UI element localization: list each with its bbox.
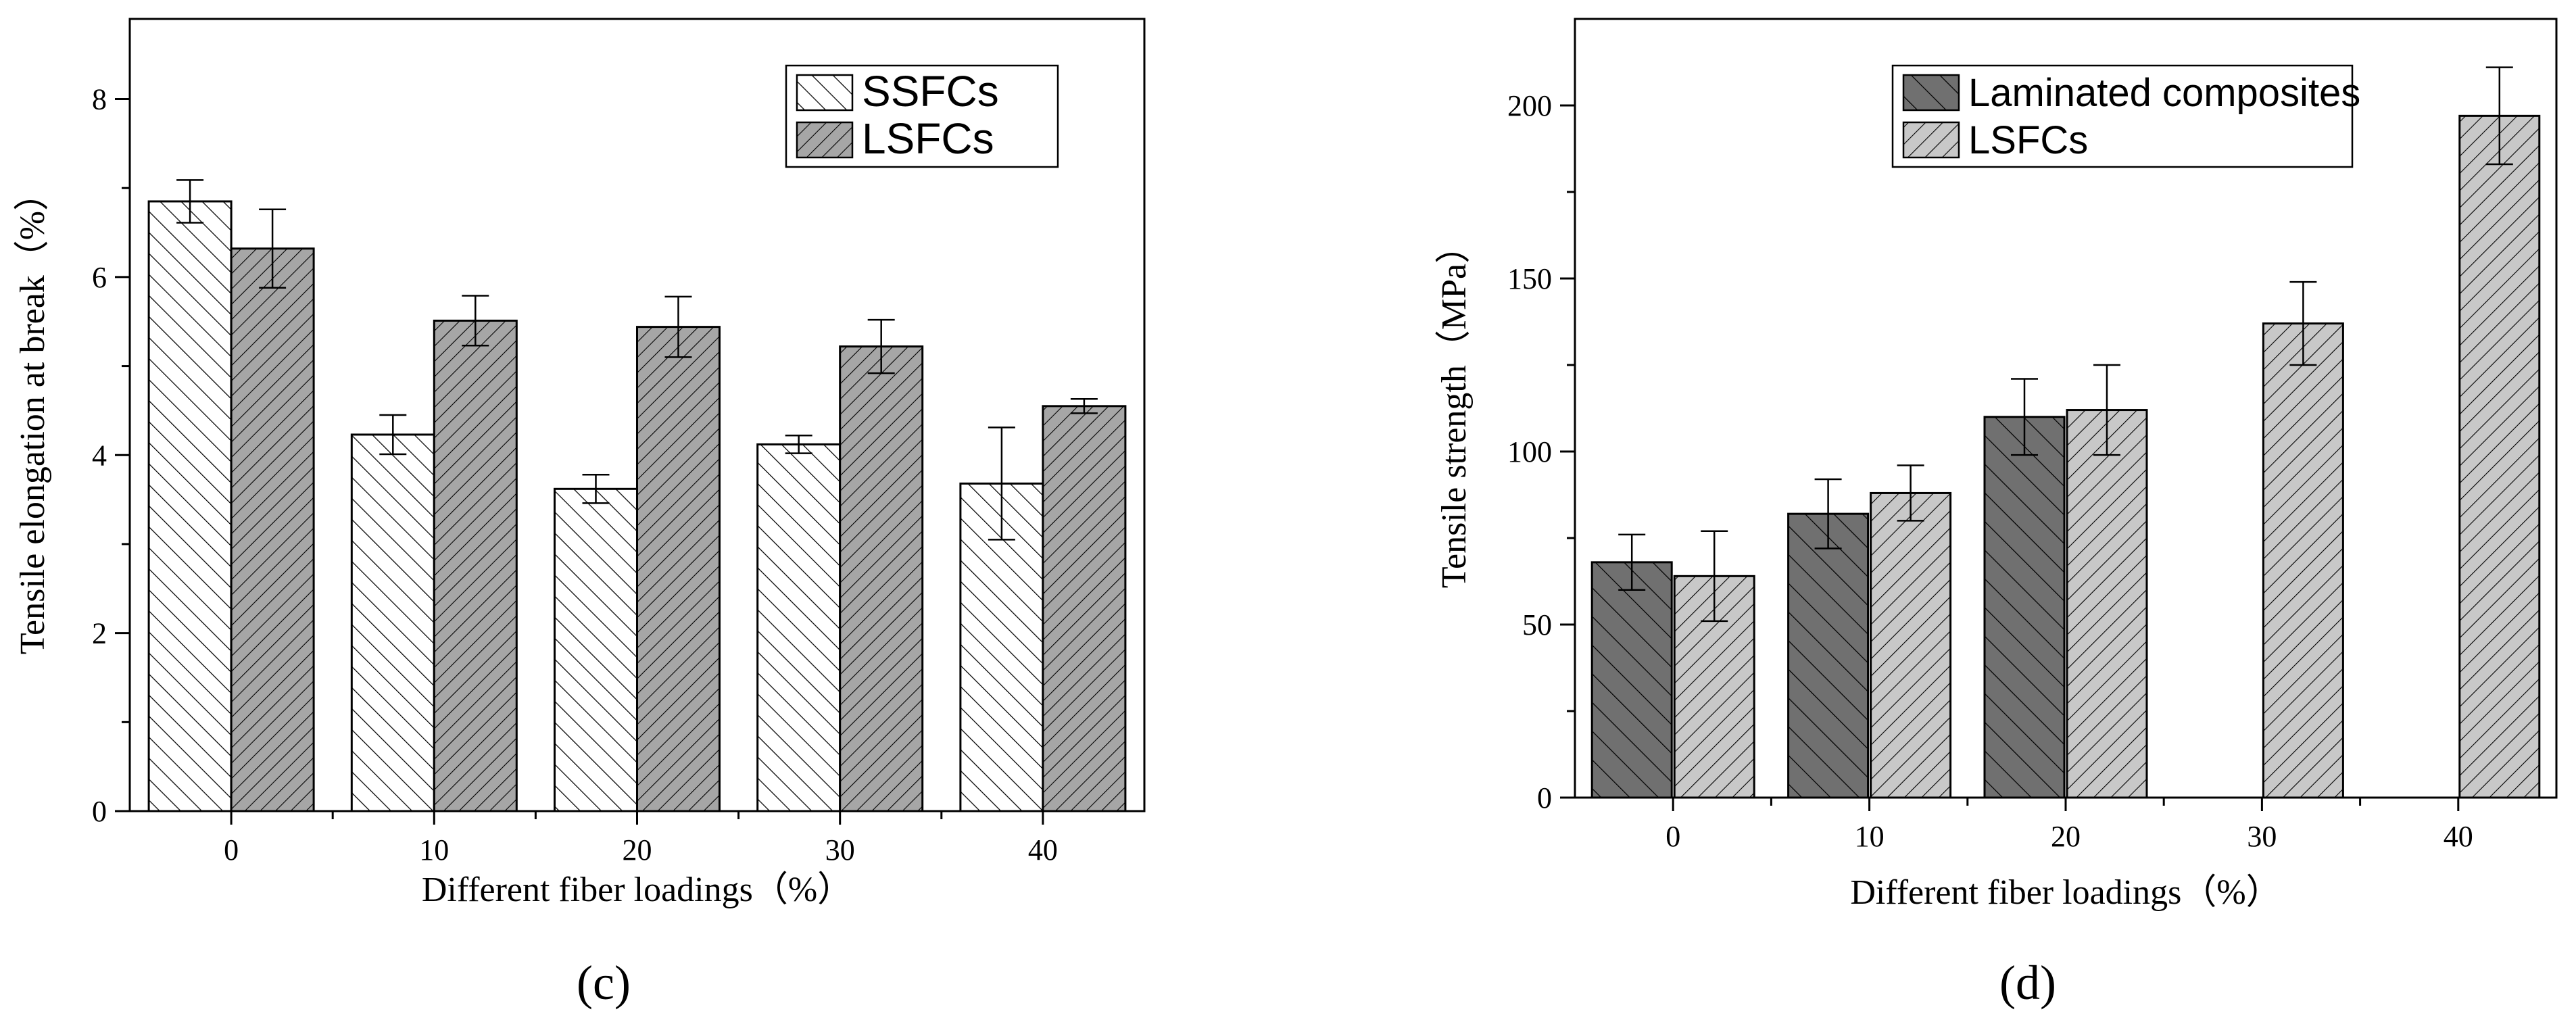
error-bar — [2289, 281, 2317, 366]
bar — [756, 443, 842, 812]
error-bar — [379, 414, 407, 456]
y-axis-label: Tensile elongation at break（%） — [14, 176, 52, 654]
y-tick-label: 0 — [1537, 781, 1552, 814]
x-tick-label: 10 — [419, 833, 449, 867]
panel-label: (d) — [1999, 956, 2056, 1010]
bar — [1590, 561, 1673, 799]
error-bar — [988, 427, 1015, 541]
legend-label: Laminated composites — [1968, 71, 2360, 115]
bar — [554, 487, 638, 812]
x-tick-label: 20 — [623, 833, 652, 867]
legend-swatch — [1902, 74, 1960, 112]
y-axis-label: Tensile strength（MPa） — [1435, 228, 1474, 588]
y-tick-label: 8 — [92, 83, 107, 116]
x-tick-label: 30 — [825, 833, 855, 867]
y-tick-label: 0 — [92, 795, 107, 828]
error-bar — [2093, 364, 2120, 456]
y-tick-label: 4 — [92, 439, 107, 472]
error-bar — [176, 179, 204, 224]
bar — [433, 319, 518, 812]
bar — [1983, 416, 2066, 799]
bar — [2262, 322, 2344, 799]
chart-panel-d: 0 50 100 150 200 0 10 20 30 40 Different fiber loa… — [1435, 18, 2558, 1010]
x-axis-label: Different fiber loadings（%） — [422, 871, 852, 909]
error-bar — [1618, 533, 1646, 591]
x-tick-label: 40 — [2444, 820, 2473, 853]
x-tick-label: 0 — [1666, 820, 1680, 853]
error-bar — [582, 473, 610, 504]
x-axis-label: Different fiber loadings（%） — [1850, 873, 2281, 912]
x-tick-label: 10 — [1855, 820, 1885, 853]
y-tick-label: 200 — [1507, 89, 1552, 122]
bar — [2066, 409, 2148, 799]
y-tick-label: 100 — [1507, 435, 1552, 468]
y-tick-label: 150 — [1507, 262, 1552, 295]
bar — [230, 247, 315, 812]
panel-label: (c) — [577, 956, 631, 1010]
bar — [839, 345, 924, 812]
error-bar — [867, 318, 895, 374]
y-tick-label: 6 — [92, 261, 107, 294]
legend-label: LSFCs — [1968, 118, 2088, 162]
bar — [350, 433, 435, 812]
error-bar — [1701, 530, 1728, 623]
x-tick-label: 20 — [2051, 820, 2081, 853]
error-bar — [1070, 398, 1098, 414]
y-tick-label: 50 — [1522, 608, 1552, 641]
legend-box — [1891, 64, 2354, 168]
error-bar — [664, 295, 692, 358]
legend-swatch — [1902, 121, 1960, 159]
x-tick-label: 0 — [224, 833, 239, 867]
bar — [2458, 114, 2541, 799]
x-tick-label: 40 — [1028, 833, 1058, 867]
legend-swatch — [796, 121, 854, 159]
error-bar — [2011, 378, 2038, 456]
error-bar — [259, 208, 287, 289]
error-bar — [2485, 66, 2513, 166]
chart-panel-c: 0 2 4 6 8 0 10 20 30 40 Different fiber loadings（%… — [14, 18, 1146, 1010]
error-bar — [1814, 478, 1842, 550]
bar — [147, 200, 233, 812]
legend-label: SSFCs — [862, 67, 999, 116]
x-tick-label: 30 — [2247, 820, 2277, 853]
error-bar — [785, 435, 812, 454]
error-bar — [462, 295, 489, 347]
legend-swatch — [796, 74, 854, 112]
error-bar — [1897, 464, 1924, 522]
bar — [636, 326, 721, 812]
legend-label: LSFCs — [862, 114, 994, 163]
bar — [1870, 491, 1952, 799]
bar — [1042, 405, 1127, 812]
y-tick-label: 2 — [92, 617, 107, 650]
bar — [1787, 512, 1870, 799]
